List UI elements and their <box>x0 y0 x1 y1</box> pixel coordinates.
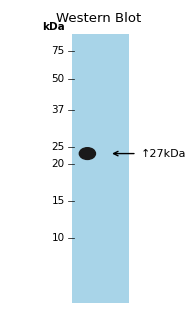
Text: 75: 75 <box>51 46 65 56</box>
Text: Western Blot: Western Blot <box>56 12 141 25</box>
Text: 37: 37 <box>51 105 65 115</box>
Text: 15: 15 <box>51 196 65 206</box>
Text: 10: 10 <box>51 233 65 243</box>
Ellipse shape <box>79 148 96 159</box>
Text: kDa: kDa <box>42 23 65 32</box>
Text: 25: 25 <box>51 142 65 152</box>
Bar <box>72 34 129 303</box>
Text: ↑27kDa: ↑27kDa <box>141 149 186 159</box>
Text: 50: 50 <box>51 74 65 84</box>
Text: 20: 20 <box>51 159 65 169</box>
